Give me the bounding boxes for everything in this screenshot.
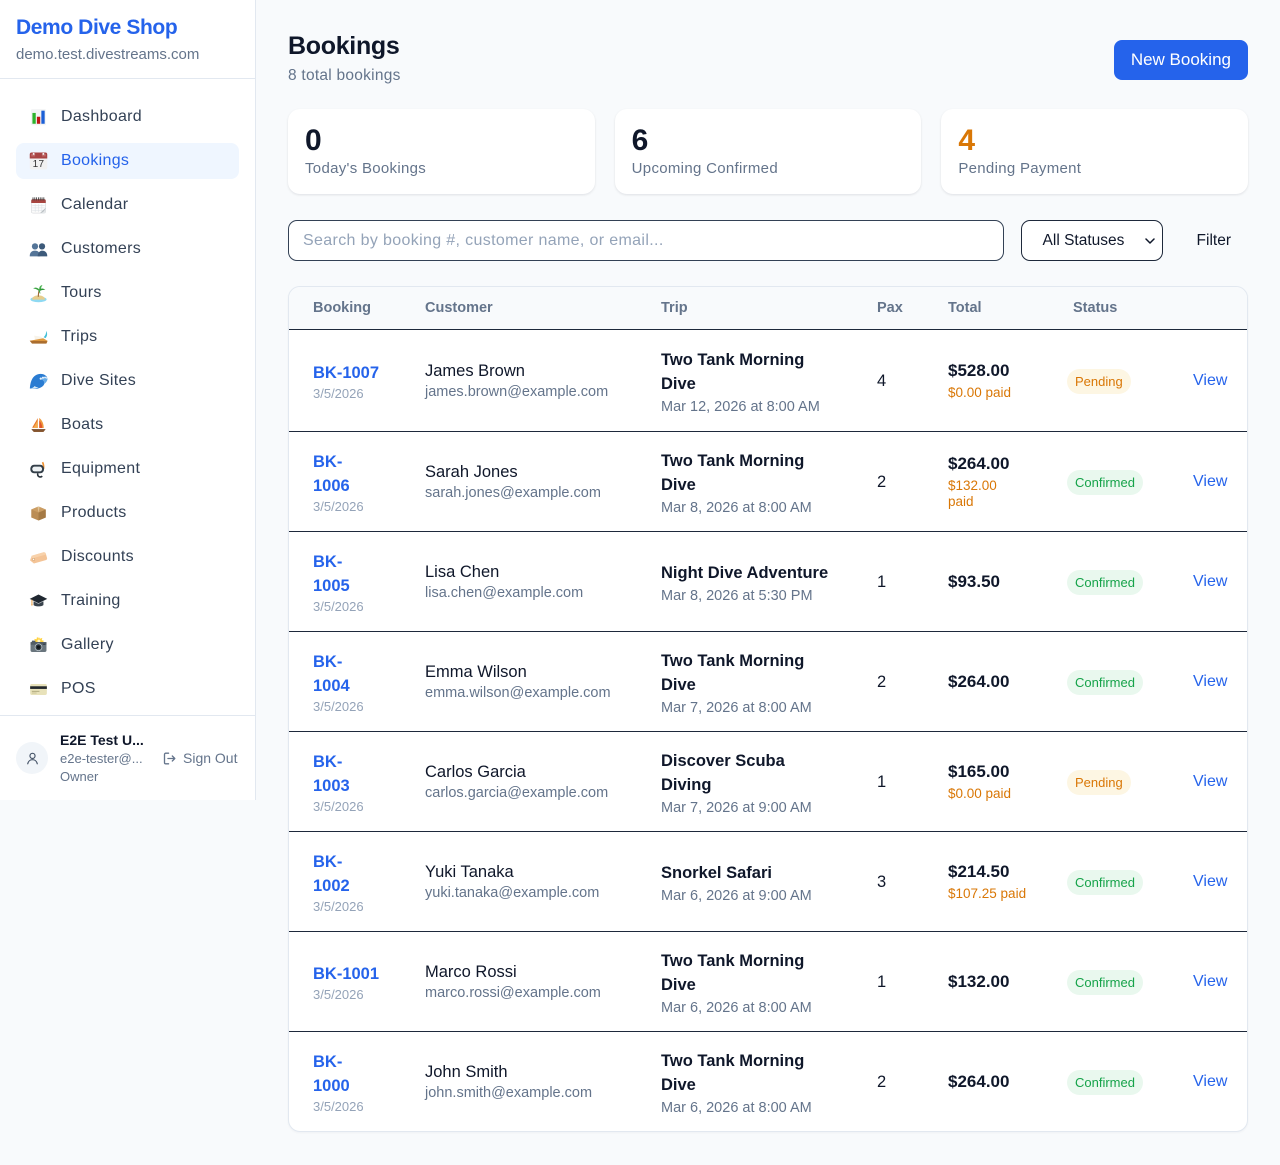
- svg-text:17: 17: [33, 159, 45, 170]
